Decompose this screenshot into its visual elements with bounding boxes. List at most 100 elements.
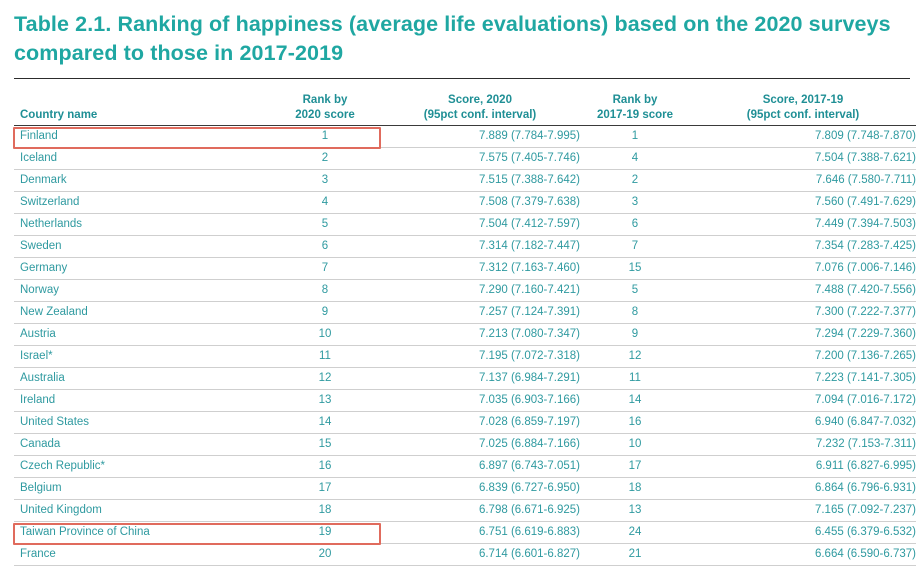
header-score-2017-19: Score, 2017-19 (95pct conf. interval) <box>690 87 916 126</box>
cell-score-2020: 6.714 (6.601-6.827) <box>380 543 580 566</box>
cell-rank-2020: 8 <box>270 279 380 302</box>
cell-rank-2017-19: 16 <box>580 411 690 434</box>
cell-country-name: Iceland <box>14 147 270 170</box>
cell-score-2017-19: 7.200 (7.136-7.265) <box>690 345 916 368</box>
cell-score-2017-19: 7.232 (7.153-7.311) <box>690 433 916 456</box>
cell-score-2020: 7.314 (7.182-7.447) <box>380 235 580 258</box>
cell-country-name: Canada <box>14 433 270 456</box>
table-row: Australia 12 7.137 (6.984-7.291) 11 7.223 (7… <box>14 367 916 390</box>
header-country-name: Country name <box>14 87 270 126</box>
table-row: Norway 8 7.290 (7.160-7.421) 5 7.488 (7.420-… <box>14 279 916 302</box>
cell-rank-2017-19: 12 <box>580 345 690 368</box>
cell-country-name: Israel* <box>14 345 270 368</box>
cell-country-name: Sweden <box>14 235 270 258</box>
cell-country-name: Czech Republic* <box>14 455 270 478</box>
cell-score-2020: 7.290 (7.160-7.421) <box>380 279 580 302</box>
cell-rank-2020: 1 <box>270 125 380 148</box>
cell-score-2017-19: 7.165 (7.092-7.237) <box>690 499 916 522</box>
table-row: United Kingdom 18 6.798 (6.671-6.925) 13 7.1… <box>14 499 916 522</box>
happiness-ranking-table: Country name Rank by 2020 score Score, 2… <box>14 87 916 566</box>
cell-score-2020: 7.575 (7.405-7.746) <box>380 147 580 170</box>
cell-score-2017-19: 7.076 (7.006-7.146) <box>690 257 916 280</box>
cell-rank-2020: 17 <box>270 477 380 500</box>
cell-country-name: Belgium <box>14 477 270 500</box>
table-row: Austria 10 7.213 (7.080-7.347) 9 7.294 (7.22… <box>14 323 916 346</box>
cell-country-name: Switzerland <box>14 191 270 214</box>
cell-rank-2020: 19 <box>270 521 380 544</box>
table-row: Finland 1 7.889 (7.784-7.995) 1 7.809 (7.748… <box>14 125 916 148</box>
cell-score-2020: 6.798 (6.671-6.925) <box>380 499 580 522</box>
table-row: Germany 7 7.312 (7.163-7.460) 15 7.076 (7.00… <box>14 257 916 280</box>
cell-score-2020: 6.839 (6.727-6.950) <box>380 477 580 500</box>
cell-rank-2017-19: 24 <box>580 521 690 544</box>
cell-rank-2017-19: 10 <box>580 433 690 456</box>
cell-score-2017-19: 6.664 (6.590-6.737) <box>690 543 916 566</box>
cell-score-2020: 7.515 (7.388-7.642) <box>380 169 580 192</box>
cell-rank-2017-19: 2 <box>580 169 690 192</box>
table-row: Denmark 3 7.515 (7.388-7.642) 2 7.646 (7.580… <box>14 169 916 192</box>
table-row: Belgium 17 6.839 (6.727-6.950) 18 6.864 (6.7… <box>14 477 916 500</box>
table-row: Iceland 2 7.575 (7.405-7.746) 4 7.504 (7.388… <box>14 147 916 170</box>
cell-rank-2017-19: 14 <box>580 389 690 412</box>
cell-rank-2017-19: 21 <box>580 543 690 566</box>
cell-rank-2020: 18 <box>270 499 380 522</box>
cell-score-2017-19: 7.646 (7.580-7.711) <box>690 169 916 192</box>
cell-score-2020: 6.751 (6.619-6.883) <box>380 521 580 544</box>
cell-score-2017-19: 7.294 (7.229-7.360) <box>690 323 916 346</box>
cell-score-2020: 7.137 (6.984-7.291) <box>380 367 580 390</box>
cell-score-2017-19: 7.488 (7.420-7.556) <box>690 279 916 302</box>
cell-rank-2020: 7 <box>270 257 380 280</box>
cell-score-2017-19: 6.864 (6.796-6.931) <box>690 477 916 500</box>
table-row: Canada 15 7.025 (6.884-7.166) 10 7.232 (7.15… <box>14 433 916 456</box>
cell-rank-2020: 5 <box>270 213 380 236</box>
cell-rank-2017-19: 18 <box>580 477 690 500</box>
cell-rank-2020: 15 <box>270 433 380 456</box>
cell-score-2020: 6.897 (6.743-7.051) <box>380 455 580 478</box>
table-row: Taiwan Province of China 19 6.751 (6.619-6… <box>14 521 916 544</box>
cell-rank-2020: 4 <box>270 191 380 214</box>
cell-rank-2017-19: 3 <box>580 191 690 214</box>
header-score-2020: Score, 2020 (95pct conf. interval) <box>380 87 580 126</box>
table-row: New Zealand 9 7.257 (7.124-7.391) 8 7.300 (7… <box>14 301 916 324</box>
cell-country-name: Taiwan Province of China <box>14 521 270 544</box>
cell-rank-2020: 12 <box>270 367 380 390</box>
table-title: Table 2.1. Ranking of happiness (average… <box>14 12 891 65</box>
table-row: Israel* 11 7.195 (7.072-7.318) 12 7.200 (7.1… <box>14 345 916 368</box>
cell-country-name: Denmark <box>14 169 270 192</box>
cell-rank-2020: 11 <box>270 345 380 368</box>
cell-score-2020: 7.889 (7.784-7.995) <box>380 125 580 148</box>
header-rank-2020: Rank by 2020 score <box>270 87 380 126</box>
table-row: Ireland 13 7.035 (6.903-7.166) 14 7.094 (7.0… <box>14 389 916 412</box>
cell-rank-2017-19: 15 <box>580 257 690 280</box>
cell-score-2017-19: 7.094 (7.016-7.172) <box>690 389 916 412</box>
cell-score-2017-19: 7.504 (7.388-7.621) <box>690 147 916 170</box>
table-row: United States 14 7.028 (6.859-7.197) 16 6.94… <box>14 411 916 434</box>
cell-country-name: Finland <box>14 125 270 148</box>
table-body: Finland 1 7.889 (7.784-7.995) 1 7.809 (7.748… <box>14 125 916 566</box>
cell-rank-2017-19: 13 <box>580 499 690 522</box>
cell-rank-2020: 14 <box>270 411 380 434</box>
cell-score-2020: 7.025 (6.884-7.166) <box>380 433 580 456</box>
cell-score-2017-19: 7.809 (7.748-7.870) <box>690 125 916 148</box>
cell-score-2020: 7.028 (6.859-7.197) <box>380 411 580 434</box>
cell-score-2017-19: 7.560 (7.491-7.629) <box>690 191 916 214</box>
cell-rank-2020: 16 <box>270 455 380 478</box>
cell-country-name: Australia <box>14 367 270 390</box>
header-rank-2017-19: Rank by 2017-19 score <box>580 87 690 126</box>
cell-score-2020: 7.195 (7.072-7.318) <box>380 345 580 368</box>
cell-score-2017-19: 7.354 (7.283-7.425) <box>690 235 916 258</box>
cell-rank-2020: 6 <box>270 235 380 258</box>
cell-score-2017-19: 7.300 (7.222-7.377) <box>690 301 916 324</box>
cell-country-name: Austria <box>14 323 270 346</box>
cell-rank-2020: 3 <box>270 169 380 192</box>
cell-rank-2017-19: 9 <box>580 323 690 346</box>
cell-rank-2017-19: 5 <box>580 279 690 302</box>
cell-score-2017-19: 6.940 (6.847-7.032) <box>690 411 916 434</box>
cell-score-2017-19: 7.449 (7.394-7.503) <box>690 213 916 236</box>
cell-rank-2017-19: 17 <box>580 455 690 478</box>
table-row: Czech Republic* 16 6.897 (6.743-7.051) 17 6.… <box>14 455 916 478</box>
cell-country-name: France <box>14 543 270 566</box>
cell-rank-2020: 2 <box>270 147 380 170</box>
cell-score-2017-19: 6.455 (6.379-6.532) <box>690 521 916 544</box>
cell-rank-2017-19: 11 <box>580 367 690 390</box>
